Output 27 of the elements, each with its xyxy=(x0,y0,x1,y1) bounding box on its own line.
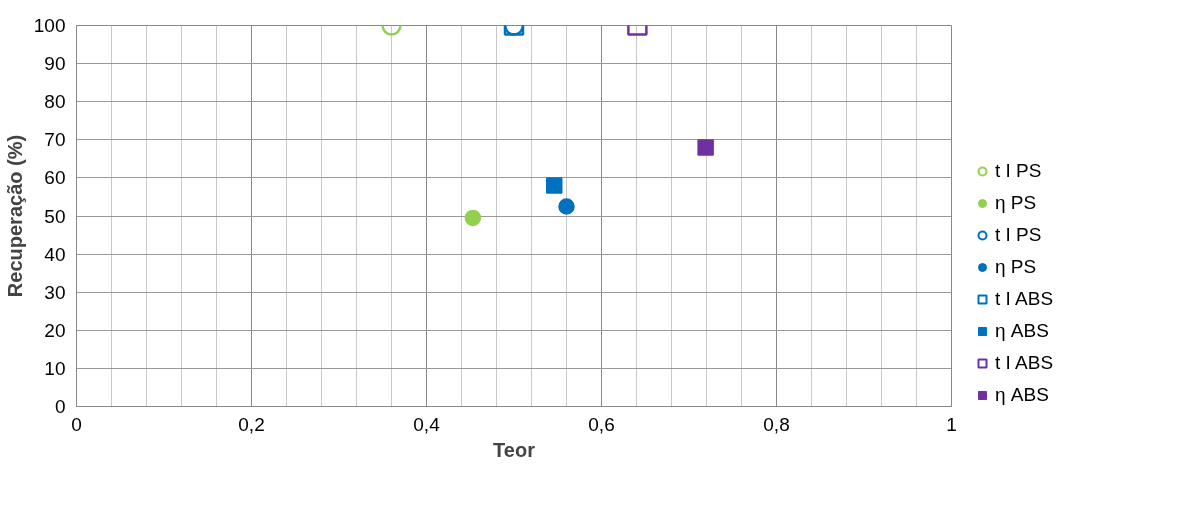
y-tick-label: 10 xyxy=(44,357,66,379)
x-tick-label: 0,8 xyxy=(763,413,790,435)
y-tick-label: 60 xyxy=(44,167,66,189)
y-tick-label: 40 xyxy=(44,243,66,265)
x-tick-label: 0 xyxy=(71,413,82,435)
legend-label: η ABS xyxy=(995,320,1049,342)
x-tick-label: 0,4 xyxy=(413,413,441,435)
y-tick-label: 100 xyxy=(33,15,66,36)
x-tick-label: 0,6 xyxy=(588,413,615,435)
y-tick-label: 30 xyxy=(44,281,66,303)
legend-label: η PS xyxy=(995,256,1037,278)
legend-label: t I PS xyxy=(995,160,1042,182)
y-tick-label: 80 xyxy=(44,91,66,113)
legend-label: t I ABS xyxy=(995,352,1054,374)
legend-label: η ABS xyxy=(995,384,1049,406)
x-tick-label: 1 xyxy=(946,413,957,435)
y-tick-label: 90 xyxy=(44,53,66,75)
legend-label: η PS xyxy=(995,192,1037,214)
y-tick-label: 70 xyxy=(44,129,66,151)
x-axis-title: Teor xyxy=(493,438,536,461)
legend-label: t I PS xyxy=(995,224,1042,246)
y-tick-label: 20 xyxy=(44,319,66,341)
x-tick-label: 0,2 xyxy=(238,413,265,435)
y-axis-title: Recuperação (%) xyxy=(3,134,26,298)
y-tick-label: 50 xyxy=(44,205,66,227)
legend-label: t I ABS xyxy=(995,288,1054,310)
y-tick-label: 0 xyxy=(54,396,66,417)
